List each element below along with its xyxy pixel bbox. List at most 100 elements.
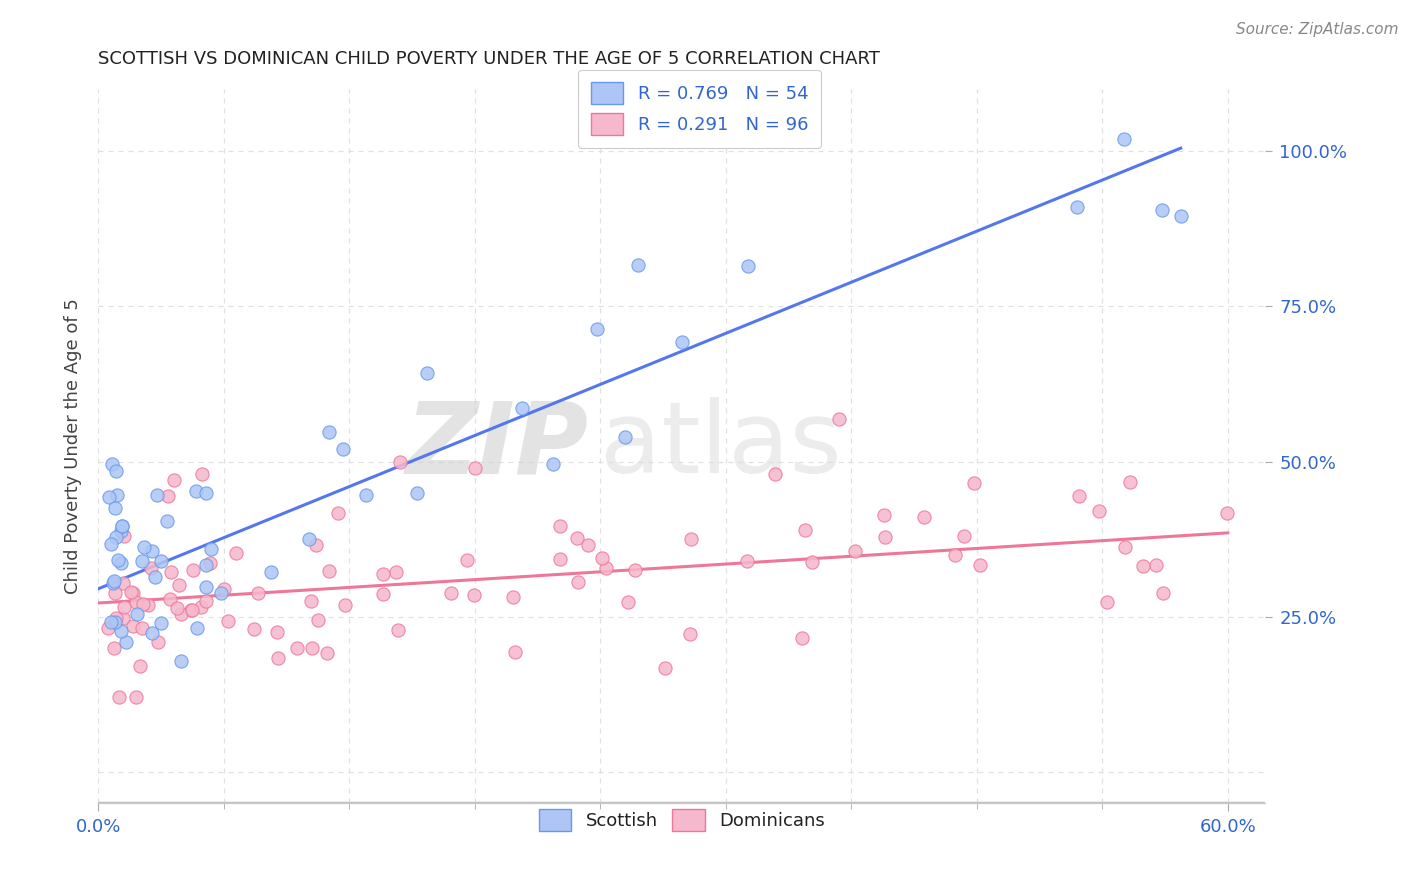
Dominicans	[790, 631, 813, 645]
Dominicans	[763, 467, 786, 482]
Dominicans	[875, 530, 897, 544]
Dominicans	[1144, 558, 1167, 572]
Dominicans	[266, 625, 288, 640]
Scottish	[115, 634, 138, 648]
Dominicans	[502, 591, 524, 605]
Scottish	[131, 554, 153, 568]
Scottish	[149, 554, 172, 568]
Scottish	[97, 491, 120, 505]
Scottish	[614, 430, 637, 444]
Dominicans	[104, 585, 127, 599]
Dominicans	[166, 600, 188, 615]
Text: atlas: atlas	[600, 398, 842, 494]
Dominicans	[953, 529, 976, 543]
Dominicans	[301, 594, 323, 608]
Dominicans	[124, 595, 146, 609]
Dominicans	[194, 593, 217, 607]
Dominicans	[111, 576, 134, 591]
Scottish	[100, 615, 122, 629]
Scottish	[145, 570, 167, 584]
Scottish	[184, 484, 207, 499]
Scottish	[406, 486, 429, 500]
Dominicans	[170, 607, 193, 621]
Scottish	[103, 576, 125, 591]
Dominicans	[624, 563, 647, 577]
Dominicans	[315, 646, 337, 660]
Dominicans	[103, 640, 125, 655]
Dominicans	[456, 553, 478, 567]
Text: SCOTTISH VS DOMINICAN CHILD POVERTY UNDER THE AGE OF 5 CORRELATION CHART: SCOTTISH VS DOMINICAN CHILD POVERTY UNDE…	[98, 50, 880, 68]
Dominicans	[225, 546, 247, 560]
Dominicans	[181, 563, 204, 577]
Dominicans	[243, 622, 266, 636]
Dominicans	[373, 566, 395, 581]
Dominicans	[464, 460, 486, 475]
Scottish	[145, 488, 167, 502]
Scottish	[195, 558, 218, 572]
Scottish	[105, 530, 128, 544]
Scottish	[415, 366, 437, 380]
Dominicans	[576, 538, 599, 552]
Scottish	[141, 626, 163, 640]
Scottish	[141, 544, 163, 558]
Dominicans	[548, 552, 571, 566]
Dominicans	[591, 551, 613, 566]
Dominicans	[828, 412, 851, 426]
Scottish	[104, 615, 127, 629]
Dominicans	[191, 467, 214, 481]
Dominicans	[105, 611, 128, 625]
Scottish	[332, 442, 354, 456]
Dominicans	[159, 565, 181, 579]
Text: ZIP: ZIP	[405, 398, 589, 494]
Dominicans	[97, 621, 120, 635]
Dominicans	[120, 584, 142, 599]
Scottish	[101, 458, 124, 472]
Dominicans	[1067, 489, 1090, 503]
Dominicans	[969, 558, 991, 572]
Dominicans	[387, 623, 409, 637]
Dominicans	[125, 690, 148, 705]
Scottish	[1150, 202, 1173, 217]
Dominicans	[128, 659, 150, 673]
Dominicans	[595, 561, 617, 575]
Dominicans	[912, 510, 935, 524]
Dominicans	[159, 591, 181, 606]
Scottish	[209, 586, 232, 600]
Scottish	[110, 524, 132, 538]
Dominicans	[1087, 504, 1109, 518]
Dominicans	[318, 565, 340, 579]
Dominicans	[307, 614, 329, 628]
Dominicans	[735, 554, 758, 568]
Dominicans	[548, 519, 571, 533]
Dominicans	[1119, 475, 1142, 490]
Scottish	[260, 566, 283, 580]
Scottish	[1114, 132, 1136, 146]
Dominicans	[305, 538, 328, 552]
Dominicans	[1132, 559, 1154, 574]
Dominicans	[122, 619, 145, 633]
Scottish	[186, 621, 208, 635]
Dominicans	[326, 506, 349, 520]
Scottish	[100, 537, 122, 551]
Dominicans	[132, 597, 155, 611]
Scottish	[298, 533, 321, 547]
Text: Source: ZipAtlas.com: Source: ZipAtlas.com	[1236, 22, 1399, 37]
Scottish	[737, 259, 759, 273]
Legend: Scottish, Dominicans: Scottish, Dominicans	[526, 797, 838, 844]
Dominicans	[440, 585, 463, 599]
Dominicans	[198, 557, 221, 571]
Dominicans	[180, 603, 202, 617]
Scottish	[510, 401, 533, 416]
Dominicans	[111, 611, 134, 625]
Y-axis label: Child Poverty Under the Age of 5: Child Poverty Under the Age of 5	[63, 298, 82, 594]
Scottish	[169, 654, 191, 668]
Scottish	[110, 519, 132, 533]
Dominicans	[136, 598, 159, 612]
Dominicans	[167, 578, 190, 592]
Dominicans	[463, 588, 485, 602]
Dominicans	[617, 595, 640, 609]
Dominicans	[285, 641, 308, 656]
Dominicans	[148, 635, 170, 649]
Dominicans	[180, 603, 202, 617]
Dominicans	[163, 473, 186, 487]
